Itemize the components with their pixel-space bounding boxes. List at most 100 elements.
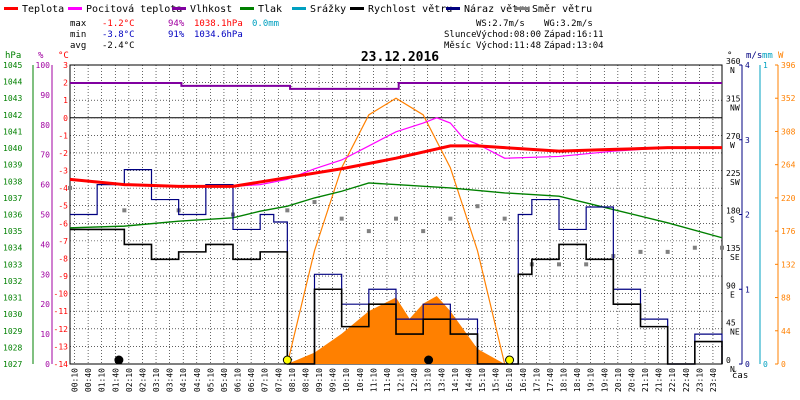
y-tick-dir-deg: 270 [726,132,741,141]
y-tick-hpa: 1040 [3,144,22,153]
y-tick-dir-deg: 225 [726,169,741,178]
x-tick-label: 10:40 [356,368,365,392]
y-tick-dir-name: SE [730,253,740,262]
y-tick-degc: 0 [63,114,68,123]
y-tick-ms: 3 [745,136,750,145]
x-tick-label: 04:40 [193,368,202,392]
y-tick-dir-deg: 315 [726,94,741,103]
y-tick-pct: 0 [45,360,50,369]
y-tick-dir-name: W [730,141,735,150]
y-tick-hpa: 1028 [3,343,22,352]
sun-rise: Východ:08:00 [476,30,541,40]
series-direction-point [502,216,507,221]
legend-swatch [240,7,254,10]
series-temperature [69,144,722,188]
y-tick-hpa: 1044 [3,78,22,87]
legend: Teplota Pocitová teplota Vlhkost Tlak Srážky… [4,3,592,15]
y-tick-degc: -1 [58,131,68,140]
x-tick-label: 06:10 [234,368,243,392]
x-tick-label: 05:10 [206,368,215,392]
y-tick-degc: -14 [54,360,69,369]
wind-ws: WS:2.7m/s [476,19,525,29]
x-tick-label: 19:10 [587,368,596,392]
moon-label: Měsíc [444,41,471,51]
y-tick-pct: 60 [40,181,50,190]
x-tick-label: 02:40 [138,368,147,392]
y-tick-w: 132 [781,260,796,269]
x-tick-label: 22:40 [682,368,691,392]
y-tick-degc: -2 [58,149,68,158]
x-tick-label: 23:40 [709,368,718,392]
y-tick-pct: 30 [40,270,50,279]
axis-unit-hpa: hPa [5,51,21,61]
y-tick-hpa: 1035 [3,227,22,236]
y-tick-hpa: 1039 [3,161,22,170]
moon-set: Západ:13:04 [544,41,604,51]
y-tick-degc: -13 [54,342,69,351]
wind-wg: WG:3.2m/s [544,19,593,29]
x-tick-label: 00:40 [84,368,93,392]
legend-swatch [172,7,186,10]
y-tick-pct: 50 [40,211,50,220]
chart-date: 23.12.2016 [361,50,439,65]
x-tick-label: 08:10 [288,368,297,392]
y-tick-pct: 100 [36,61,51,70]
y-tick-dir-deg: 0 [726,356,731,365]
y-tick-hpa: 1030 [3,310,22,319]
moon-rise: Východ:11:48 [476,41,541,51]
x-tick-label: 03:40 [166,368,175,392]
series-direction-point [312,200,317,205]
x-tick-label: 17:40 [546,368,555,392]
series-direction-point [366,229,371,234]
y-tick-hpa: 1029 [3,327,22,336]
stats-rain: 0.0mm [252,19,279,29]
axis-unit-pct: % [38,51,44,61]
x-tick-label: 00:10 [71,368,80,392]
y-tick-ms: 1 [745,285,750,294]
y-tick-degc: -10 [54,290,69,299]
y-tick-ms: 4 [745,61,750,70]
axis-unit-cas: čas [732,370,748,381]
sunset-marker [505,355,515,365]
x-tick-label: 08:40 [301,368,310,392]
y-tick-dir-name: N [730,66,735,75]
x-tick-label: 15:40 [492,368,501,392]
stats-min-temp: -3.8°C [102,30,135,40]
grid [70,64,722,365]
y-tick-w: 176 [781,227,796,236]
series-direction-point [665,249,670,254]
x-ticks: 00:10 00:40 01:10 01:40 02:10 02:40 03:10 03:40… [71,368,718,392]
y-tick-hpa: 1042 [3,111,22,120]
y-tick-hpa: 1041 [3,127,22,136]
x-tick-label: 13:10 [424,368,433,392]
axis-unit-w: W [778,51,784,61]
series-wind-speed [70,228,723,365]
sun-label: Slunce [444,30,477,40]
x-tick-label: 16:10 [505,368,514,392]
x-tick-label: 10:10 [342,368,351,392]
x-tick-label: 21:10 [641,368,650,392]
x-tick-label: 22:10 [668,368,677,392]
y-tick-w: 264 [781,161,796,170]
x-tick-label: 20:40 [627,368,636,392]
axis-unit-deg: ° [727,51,732,61]
series-direction-point [557,262,561,267]
stats-max-press: 1038.1hPa [194,19,243,29]
y-tick-pct: 70 [40,151,50,160]
y-tick-hpa: 1037 [3,194,22,203]
legend-label: Pocitová teplota [86,3,182,15]
stats-max-label: max [70,19,87,29]
axis-unit-degc: °C [58,51,69,61]
x-tick-label: 09:10 [315,368,324,392]
x-tick-label: 14:40 [464,368,473,392]
y-tick-degc: -11 [54,307,69,316]
y-tick-ms: 2 [745,211,750,220]
x-tick-label: 12:10 [397,368,406,392]
y-tick-degc: -8 [58,254,68,263]
series-direction-point [421,229,426,234]
x-tick-label: 07:10 [261,368,270,392]
x-tick-label: 19:40 [600,368,609,392]
series [68,81,724,365]
y-tick-pct: 10 [40,330,50,339]
